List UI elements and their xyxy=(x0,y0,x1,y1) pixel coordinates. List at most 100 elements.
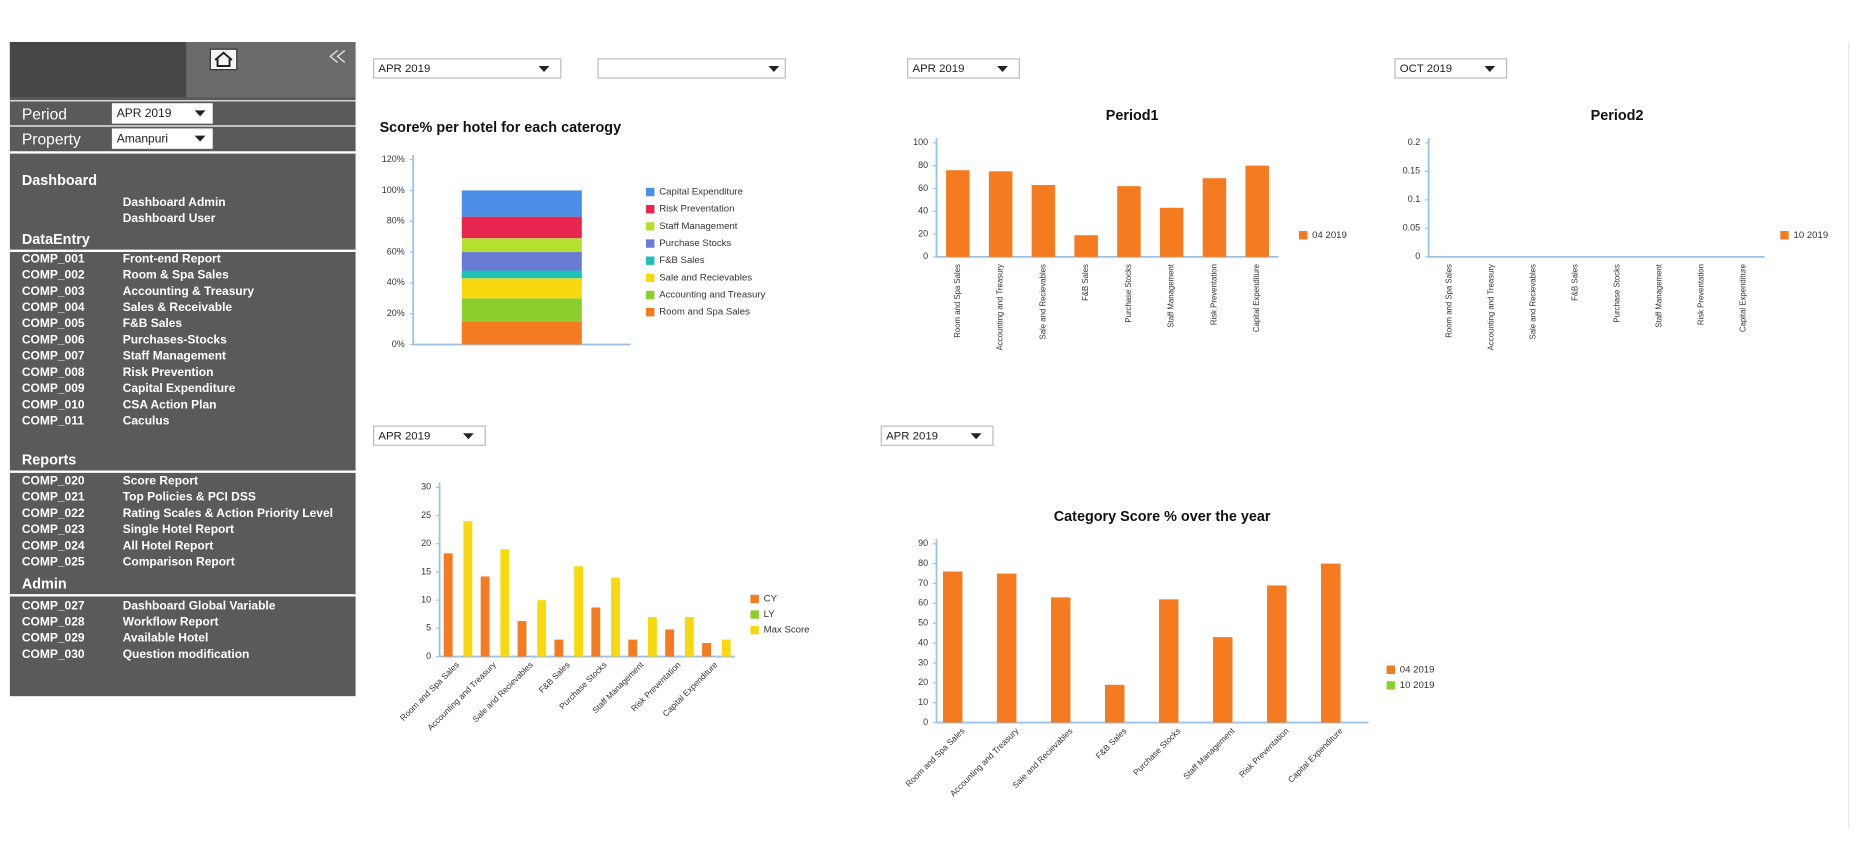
menu-item-code[interactable]: COMP_010 xyxy=(22,397,85,411)
menu-item-code[interactable]: COMP_020 xyxy=(22,473,85,487)
menu-item-code[interactable]: COMP_022 xyxy=(22,506,85,520)
legend-item[interactable]: 10 2019 xyxy=(1780,230,1828,241)
menu-item-name[interactable]: Dashboard Global Variable xyxy=(123,598,276,612)
menu-item-code[interactable]: COMP_007 xyxy=(22,349,85,363)
legend-swatch[interactable] xyxy=(646,239,655,248)
legend-label[interactable]: 04 2019 xyxy=(1400,664,1435,675)
select-value[interactable]: APR 2019 xyxy=(378,63,430,75)
select-box[interactable] xyxy=(880,425,994,446)
select-arrow[interactable] xyxy=(194,110,206,117)
legend-swatch[interactable] xyxy=(1780,231,1789,240)
collapse-button[interactable] xyxy=(329,49,346,63)
menu-item-name[interactable]: Accounting & Treasury xyxy=(123,284,255,298)
menu-item-code[interactable]: COMP_029 xyxy=(22,631,85,645)
legend-item[interactable]: Sale and Recievables xyxy=(646,272,752,283)
menu-item-name[interactable]: Question modification xyxy=(123,647,250,661)
home-button[interactable] xyxy=(209,48,238,71)
legend-label[interactable]: Sale and Recievables xyxy=(659,272,752,283)
menu-item[interactable]: COMP_020 Score Report xyxy=(22,473,198,487)
menu-item[interactable]: COMP_025 Comparison Report xyxy=(22,555,235,569)
menu-item[interactable]: COMP_005 F&B Sales xyxy=(22,316,183,330)
menu-item-code[interactable]: COMP_023 xyxy=(22,522,85,536)
legend-label[interactable]: LY xyxy=(764,609,776,620)
menu-item-name[interactable]: Caculus xyxy=(123,413,170,427)
legend-item[interactable]: 10 2019 xyxy=(1386,680,1435,691)
menu-item[interactable]: COMP_029 Available Hotel xyxy=(22,631,208,645)
home-icon[interactable] xyxy=(214,51,233,67)
legend-label[interactable]: 04 2019 xyxy=(1312,230,1347,241)
select-arrow[interactable] xyxy=(970,433,982,440)
legend-item[interactable]: Max Score xyxy=(750,625,810,636)
legend-swatch[interactable] xyxy=(1298,231,1308,240)
period-select[interactable]: OCT 2019 xyxy=(1394,58,1508,79)
legend-item[interactable]: Room and Spa Sales xyxy=(646,307,750,318)
menu-item[interactable]: COMP_003 Accounting & Treasury xyxy=(22,284,255,298)
menu-item-code[interactable]: COMP_008 xyxy=(22,365,85,379)
select-box[interactable] xyxy=(597,58,786,79)
select-value[interactable]: APR 2019 xyxy=(912,63,964,75)
menu-item[interactable]: COMP_028 Workflow Report xyxy=(22,615,219,629)
menu-item-code[interactable]: COMP_004 xyxy=(22,300,85,314)
menu-item-code[interactable]: COMP_021 xyxy=(22,490,85,504)
select-box[interactable] xyxy=(372,58,562,79)
legend-label[interactable]: CY xyxy=(764,593,778,604)
select-box[interactable] xyxy=(1394,58,1508,79)
legend-swatch[interactable] xyxy=(646,187,655,197)
menu-item-name[interactable]: Dashboard User xyxy=(123,211,216,225)
property-select[interactable]: Amanpuri xyxy=(111,128,213,149)
legend-label[interactable]: Max Score xyxy=(764,625,810,636)
menu-item[interactable]: COMP_021 Top Policies & PCI DSS xyxy=(22,490,256,504)
legend-swatch[interactable] xyxy=(646,307,655,317)
menu-item-name[interactable]: Sales & Receivable xyxy=(123,300,233,314)
legend-swatch[interactable] xyxy=(750,610,759,619)
menu-item[interactable]: COMP_022 Rating Scales & Action Priority … xyxy=(22,506,333,520)
menu-item-name[interactable]: Single Hotel Report xyxy=(123,522,234,536)
menu-item-code[interactable]: COMP_005 xyxy=(22,316,85,330)
legend-swatch[interactable] xyxy=(750,594,759,604)
menu-item-code[interactable]: COMP_001 xyxy=(22,251,85,265)
period-select[interactable]: APR 2019 xyxy=(372,425,486,446)
legend-swatch[interactable] xyxy=(1386,681,1396,690)
legend-swatch[interactable] xyxy=(646,222,655,231)
menu-item[interactable]: COMP_011 Caculus xyxy=(22,413,170,427)
empty-select[interactable] xyxy=(597,58,786,79)
menu-item[interactable]: COMP_007 Staff Management xyxy=(22,349,226,363)
legend-item[interactable]: 04 2019 xyxy=(1298,230,1347,241)
select-value[interactable]: OCT 2019 xyxy=(1400,63,1452,75)
select-arrow[interactable] xyxy=(997,66,1008,73)
menu-item-name[interactable]: Comparison Report xyxy=(123,555,235,569)
select-arrow[interactable] xyxy=(538,66,550,73)
menu-item[interactable]: COMP_006 Purchases-Stocks xyxy=(22,332,227,346)
legend-swatch[interactable] xyxy=(1386,665,1396,674)
legend-swatch[interactable] xyxy=(646,290,655,300)
select-value[interactable]: APR 2019 xyxy=(378,430,430,442)
legend-label[interactable]: Accounting and Treasury xyxy=(659,290,765,301)
menu-item-code[interactable]: COMP_011 xyxy=(22,413,84,427)
menu-item-name[interactable]: Purchases-Stocks xyxy=(123,332,227,346)
legend-swatch[interactable] xyxy=(646,273,655,283)
legend-label[interactable]: Capital Expenditure xyxy=(659,187,743,198)
legend-item[interactable]: CY xyxy=(750,593,778,604)
period-select[interactable]: APR 2019 xyxy=(880,425,994,446)
menu-item-code[interactable]: COMP_027 xyxy=(22,598,85,612)
menu-item[interactable]: COMP_002 Room & Spa Sales xyxy=(22,268,229,282)
legend-item[interactable]: 04 2019 xyxy=(1386,664,1435,675)
select-value[interactable]: APR 2019 xyxy=(886,430,938,442)
menu-item-name[interactable]: All Hotel Report xyxy=(123,538,214,552)
menu-item-code[interactable]: COMP_028 xyxy=(22,615,85,629)
legend-swatch[interactable] xyxy=(750,625,759,635)
menu-item-name[interactable]: Rating Scales & Action Priority Level xyxy=(123,506,333,520)
legend-swatch[interactable] xyxy=(646,205,655,214)
menu-item-code[interactable]: COMP_030 xyxy=(22,647,85,661)
menu-item-name[interactable]: Room & Spa Sales xyxy=(123,268,229,282)
select-arrow[interactable] xyxy=(1484,66,1496,73)
legend-label[interactable]: Purchase Stocks xyxy=(659,238,731,249)
menu-item[interactable]: COMP_030 Question modification xyxy=(22,647,249,661)
legend-item[interactable]: Purchase Stocks xyxy=(646,238,731,249)
menu-item[interactable]: COMP_009 Capital Expenditure xyxy=(22,381,236,395)
select-value[interactable]: APR 2019 xyxy=(117,106,172,120)
menu-item-name[interactable]: Front-end Report xyxy=(123,251,221,265)
menu-item[interactable]: COMP_004 Sales & Receivable xyxy=(22,300,233,314)
menu-item[interactable]: COMP_008 Risk Prevention xyxy=(22,365,214,379)
menu-item-code[interactable]: COMP_003 xyxy=(22,284,85,298)
